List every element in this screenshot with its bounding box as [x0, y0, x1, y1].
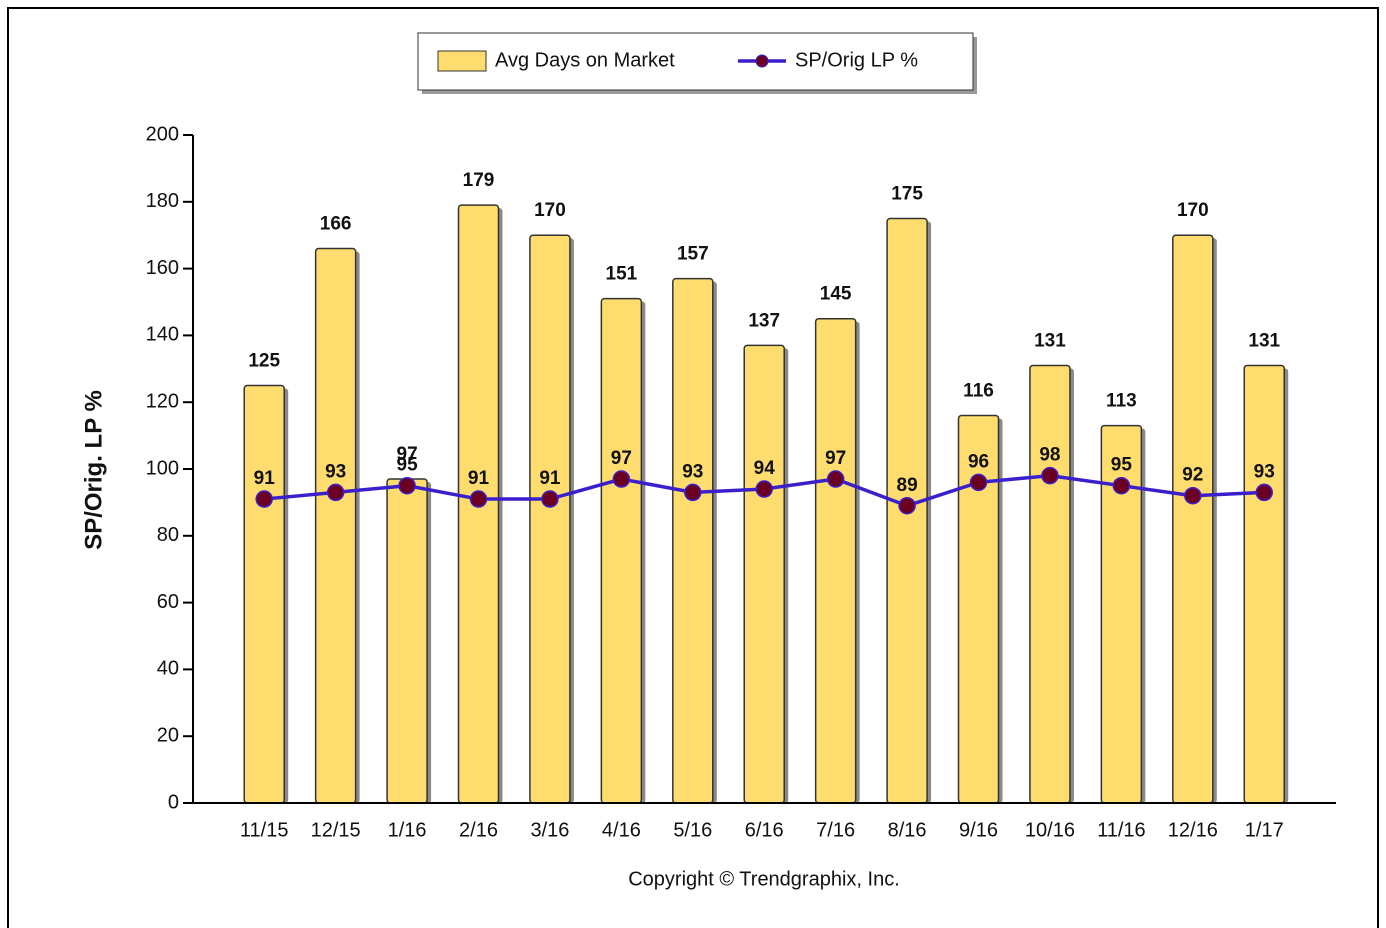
bar-value-label: 131	[1034, 330, 1066, 351]
line-value-label: 98	[1039, 445, 1060, 466]
y-axis-label: SP/Orig. LP %	[80, 390, 107, 550]
bar	[600, 297, 643, 804]
line-marker	[1112, 476, 1131, 495]
bar-value-label: 145	[820, 284, 852, 305]
bar	[529, 234, 571, 804]
y-tick-label: 180	[146, 190, 179, 212]
line-value-label: 93	[1254, 461, 1275, 482]
bar-value-label: 151	[606, 264, 638, 285]
legend-marker	[755, 54, 769, 68]
line-value-label: 91	[468, 468, 490, 489]
x-tick-label: 1/17	[1245, 819, 1284, 841]
y-tick-label: 100	[146, 457, 179, 479]
line-marker	[969, 473, 988, 492]
line-value-label: 89	[897, 475, 918, 496]
x-tick-label: 12/16	[1168, 819, 1218, 841]
bar-value-label: 113	[1106, 391, 1137, 412]
line-marker	[255, 490, 273, 508]
y-tick-label: 20	[157, 724, 179, 746]
x-tick-label: 8/16	[888, 819, 927, 841]
line-value-label: 95	[397, 455, 419, 476]
bar-value-label: 170	[1177, 200, 1209, 221]
x-tick-label: 12/15	[311, 819, 361, 841]
line-marker	[1184, 486, 1202, 505]
line-value-label: 93	[682, 461, 703, 482]
bar	[243, 384, 285, 804]
line-marker	[398, 476, 416, 495]
y-tick-label: 200	[146, 123, 179, 145]
footer: Copyright © Trendgraphix, Inc.	[628, 868, 900, 890]
line-marker	[826, 470, 845, 488]
bar	[1243, 364, 1285, 804]
line-value-label: 92	[1182, 465, 1203, 486]
y-tick-label: 40	[157, 658, 179, 680]
bar	[386, 478, 428, 804]
line-marker	[684, 483, 702, 502]
x-tick-label: 1/16	[388, 819, 427, 841]
line-value-label: 97	[825, 448, 846, 469]
line-marker	[1255, 483, 1273, 502]
x-tick-label: 7/16	[816, 819, 855, 841]
y-tick-label: 120	[146, 390, 179, 412]
x-tick-label: 2/16	[459, 819, 498, 841]
legend-label: SP/Orig LP %	[795, 49, 918, 71]
line-value-label: 95	[1111, 455, 1133, 476]
line-marker	[1041, 466, 1059, 485]
x-tick-label: 6/16	[745, 819, 784, 841]
x-tick-label: 10/16	[1025, 819, 1075, 841]
x-tick-label: 11/16	[1097, 819, 1146, 841]
bar-value-label: 166	[320, 214, 352, 235]
legend	[417, 32, 974, 91]
line-marker	[612, 470, 631, 488]
line-value-label: 97	[611, 448, 632, 469]
bar-value-label: 137	[748, 310, 780, 331]
bar-value-label: 157	[677, 244, 709, 265]
bar	[672, 277, 714, 804]
line-value-label: 96	[968, 451, 989, 472]
bar-value-label: 125	[248, 351, 280, 372]
bar-value-label: 179	[463, 170, 495, 191]
line-value-label: 91	[539, 468, 561, 489]
bar	[1029, 364, 1071, 804]
x-tick-label: 9/16	[959, 819, 998, 841]
frame	[7, 7, 1379, 928]
y-tick-label: 160	[146, 257, 179, 279]
line-marker	[755, 480, 773, 498]
x-tick-label: 5/16	[673, 819, 712, 841]
bar	[1172, 234, 1214, 804]
line-value-label: 94	[754, 458, 776, 479]
line-marker	[326, 483, 345, 502]
line-value-label: 93	[325, 461, 346, 482]
bar-value-label: 131	[1248, 330, 1280, 351]
y-tick-label: 80	[157, 524, 179, 546]
y-tick-label: 140	[146, 324, 179, 346]
line-marker	[898, 496, 916, 515]
legend-label: Avg Days on Market	[495, 49, 675, 71]
legend-swatch	[437, 50, 487, 72]
y-tick-label: 60	[157, 591, 179, 613]
bar	[814, 317, 857, 804]
y-tick-label: 0	[168, 791, 179, 813]
line-value-label: 91	[254, 468, 276, 489]
bar-value-label: 175	[891, 184, 923, 205]
bar	[743, 344, 785, 804]
x-tick-label: 4/16	[602, 819, 641, 841]
x-tick-label: 3/16	[530, 819, 569, 841]
line-marker	[541, 490, 559, 508]
bar-value-label: 97	[397, 444, 418, 465]
x-tick-label: 11/15	[240, 819, 289, 841]
bar-value-label: 116	[963, 381, 994, 402]
bar	[314, 247, 357, 804]
bar-value-label: 170	[534, 200, 566, 221]
line-marker	[469, 490, 488, 508]
